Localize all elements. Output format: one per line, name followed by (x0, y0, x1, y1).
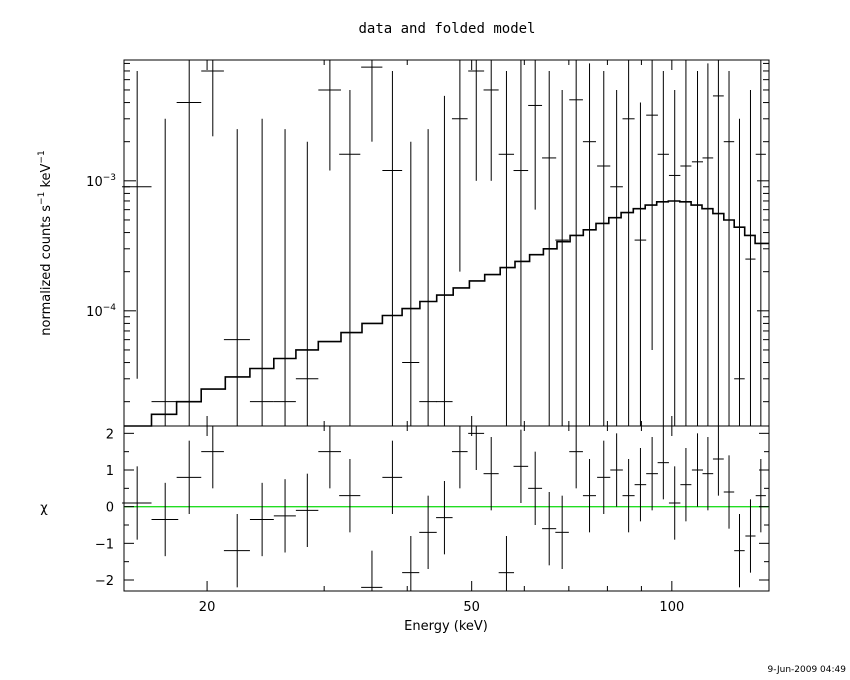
bottom-frame (123, 425, 770, 592)
chart-title: data and folded model (358, 21, 535, 37)
x-axis-ticks: 20 50 100 (199, 60, 684, 615)
bottom-panel: −2 −1 0 1 2 20 50 100 χ Energy (keV) (40, 60, 770, 634)
y-tick-label: 2 (106, 427, 114, 442)
y-tick-label-exp: −4 (103, 303, 117, 313)
y-tick-label-base: 10 (86, 305, 103, 320)
ylabel-sup: −1 (37, 192, 47, 205)
model-step-line (124, 200, 769, 427)
ylabel-sup: −1 (37, 150, 47, 163)
x-tick-label: 100 (659, 600, 684, 615)
y-tick-label: 10−3 (86, 173, 116, 190)
top-y-ticks: 10−410−3 (86, 62, 769, 403)
x-tick-label: 20 (199, 600, 216, 615)
y-tick-label: 0 (106, 501, 114, 516)
bottom-y-ticks: −2 −1 0 1 2 (95, 427, 769, 589)
ylabel-part: keV (39, 163, 54, 191)
timestamp: 9-Jun-2009 04:49 (768, 665, 847, 675)
x-axis-label: Energy (keV) (404, 619, 488, 634)
residual-points (122, 426, 766, 591)
y-tick-label-exp: −3 (103, 173, 116, 183)
top-y-axis-label: normalized counts s−1 keV−1 (37, 150, 54, 335)
y-tick-label: −1 (95, 537, 114, 552)
ylabel-part: normalized counts s (39, 205, 54, 336)
y-tick-label: 1 (106, 464, 114, 479)
y-tick-label-base: 10 (86, 175, 103, 190)
top-panel: 10−410−3 normalized counts s−1 keV−1 (37, 59, 770, 427)
top-model-steps (124, 200, 769, 427)
y-tick-label: −2 (95, 574, 114, 589)
bottom-y-axis-label: χ (40, 501, 48, 516)
y-tick-label: 10−4 (86, 303, 116, 320)
x-tick-label: 50 (463, 600, 480, 615)
